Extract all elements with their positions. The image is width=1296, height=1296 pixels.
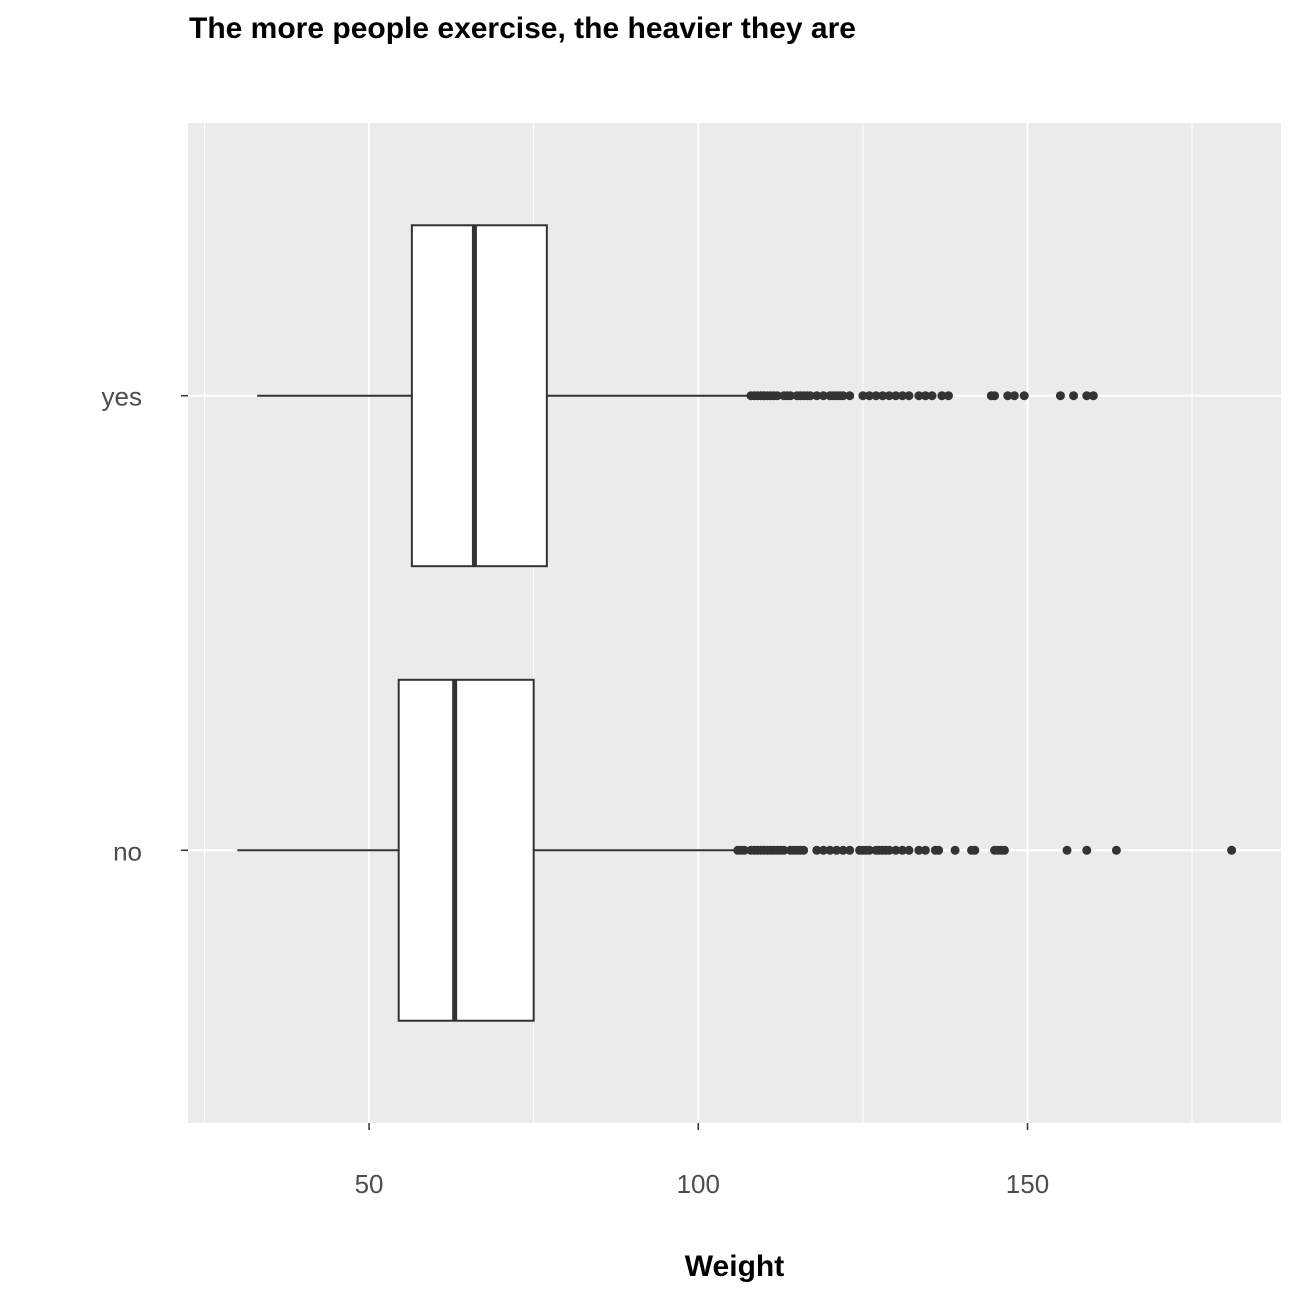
outlier-point (818, 845, 828, 855)
x-tick-label: 50 (355, 1169, 384, 1199)
outlier-point (927, 391, 937, 401)
box-series (237, 224, 1237, 1022)
outlier-point (838, 845, 848, 855)
outlier-point (864, 391, 874, 401)
outlier-point (878, 391, 888, 401)
outlier-point (864, 845, 874, 855)
outlier-point (1055, 391, 1065, 401)
outlier-point (990, 391, 1000, 401)
outlier-point (805, 391, 815, 401)
outlier-point (1062, 845, 1072, 855)
x-axis-title: Weight (685, 1250, 784, 1283)
x-tick-label: 150 (1006, 1169, 1049, 1199)
outlier-point (739, 845, 749, 855)
axis-ticks: 50 100 150 no yes (102, 382, 1050, 1199)
iqr-box (397, 678, 535, 1022)
outlier-point (838, 391, 848, 401)
box-group-no (237, 678, 1237, 1022)
outlier-point (943, 391, 953, 401)
box-group-yes (257, 224, 1098, 568)
outlier-point (812, 845, 822, 855)
outlier-point (920, 391, 930, 401)
plot-panel (188, 123, 1281, 1123)
outlier-point (779, 845, 789, 855)
outlier-point (904, 391, 914, 401)
outlier-point (937, 391, 947, 401)
y-tick-label-no: no (113, 836, 142, 866)
iqr-box (410, 224, 548, 568)
outlier-point (1003, 391, 1013, 401)
outlier-point (858, 391, 868, 401)
outlier-point (1069, 391, 1079, 401)
outlier-point (772, 391, 782, 401)
x-tick-label: 100 (677, 1169, 720, 1199)
outlier-point (891, 845, 901, 855)
chart-title: The more people exercise, the heavier th… (189, 12, 856, 45)
outlier-point (1082, 845, 1092, 855)
outlier-point (897, 845, 907, 855)
outlier-point (1082, 391, 1092, 401)
outlier-point (799, 845, 809, 855)
outlier-point (1019, 391, 1029, 401)
outlier-point (950, 845, 960, 855)
outlier-point (970, 845, 980, 855)
outlier-point (920, 845, 930, 855)
outlier-point (818, 391, 828, 401)
outlier-point (845, 845, 855, 855)
outlier-point (812, 391, 822, 401)
outlier-point (1111, 845, 1121, 855)
outlier-point (871, 391, 881, 401)
outlier-point (825, 845, 835, 855)
outlier-point (891, 391, 901, 401)
outlier-point (1009, 391, 1019, 401)
outlier-point (999, 845, 1009, 855)
outlier-point (1088, 391, 1098, 401)
outlier-point (884, 845, 894, 855)
outlier-point (832, 845, 842, 855)
outlier-point (914, 845, 924, 855)
y-tick-label-yes: yes (102, 382, 142, 412)
outlier-point (785, 391, 795, 401)
outlier-point (914, 391, 924, 401)
outlier-point (884, 391, 894, 401)
outlier-point (934, 845, 944, 855)
outlier-point (904, 845, 914, 855)
outlier-point (845, 391, 855, 401)
outlier-point (897, 391, 907, 401)
outlier-point (1227, 845, 1237, 855)
